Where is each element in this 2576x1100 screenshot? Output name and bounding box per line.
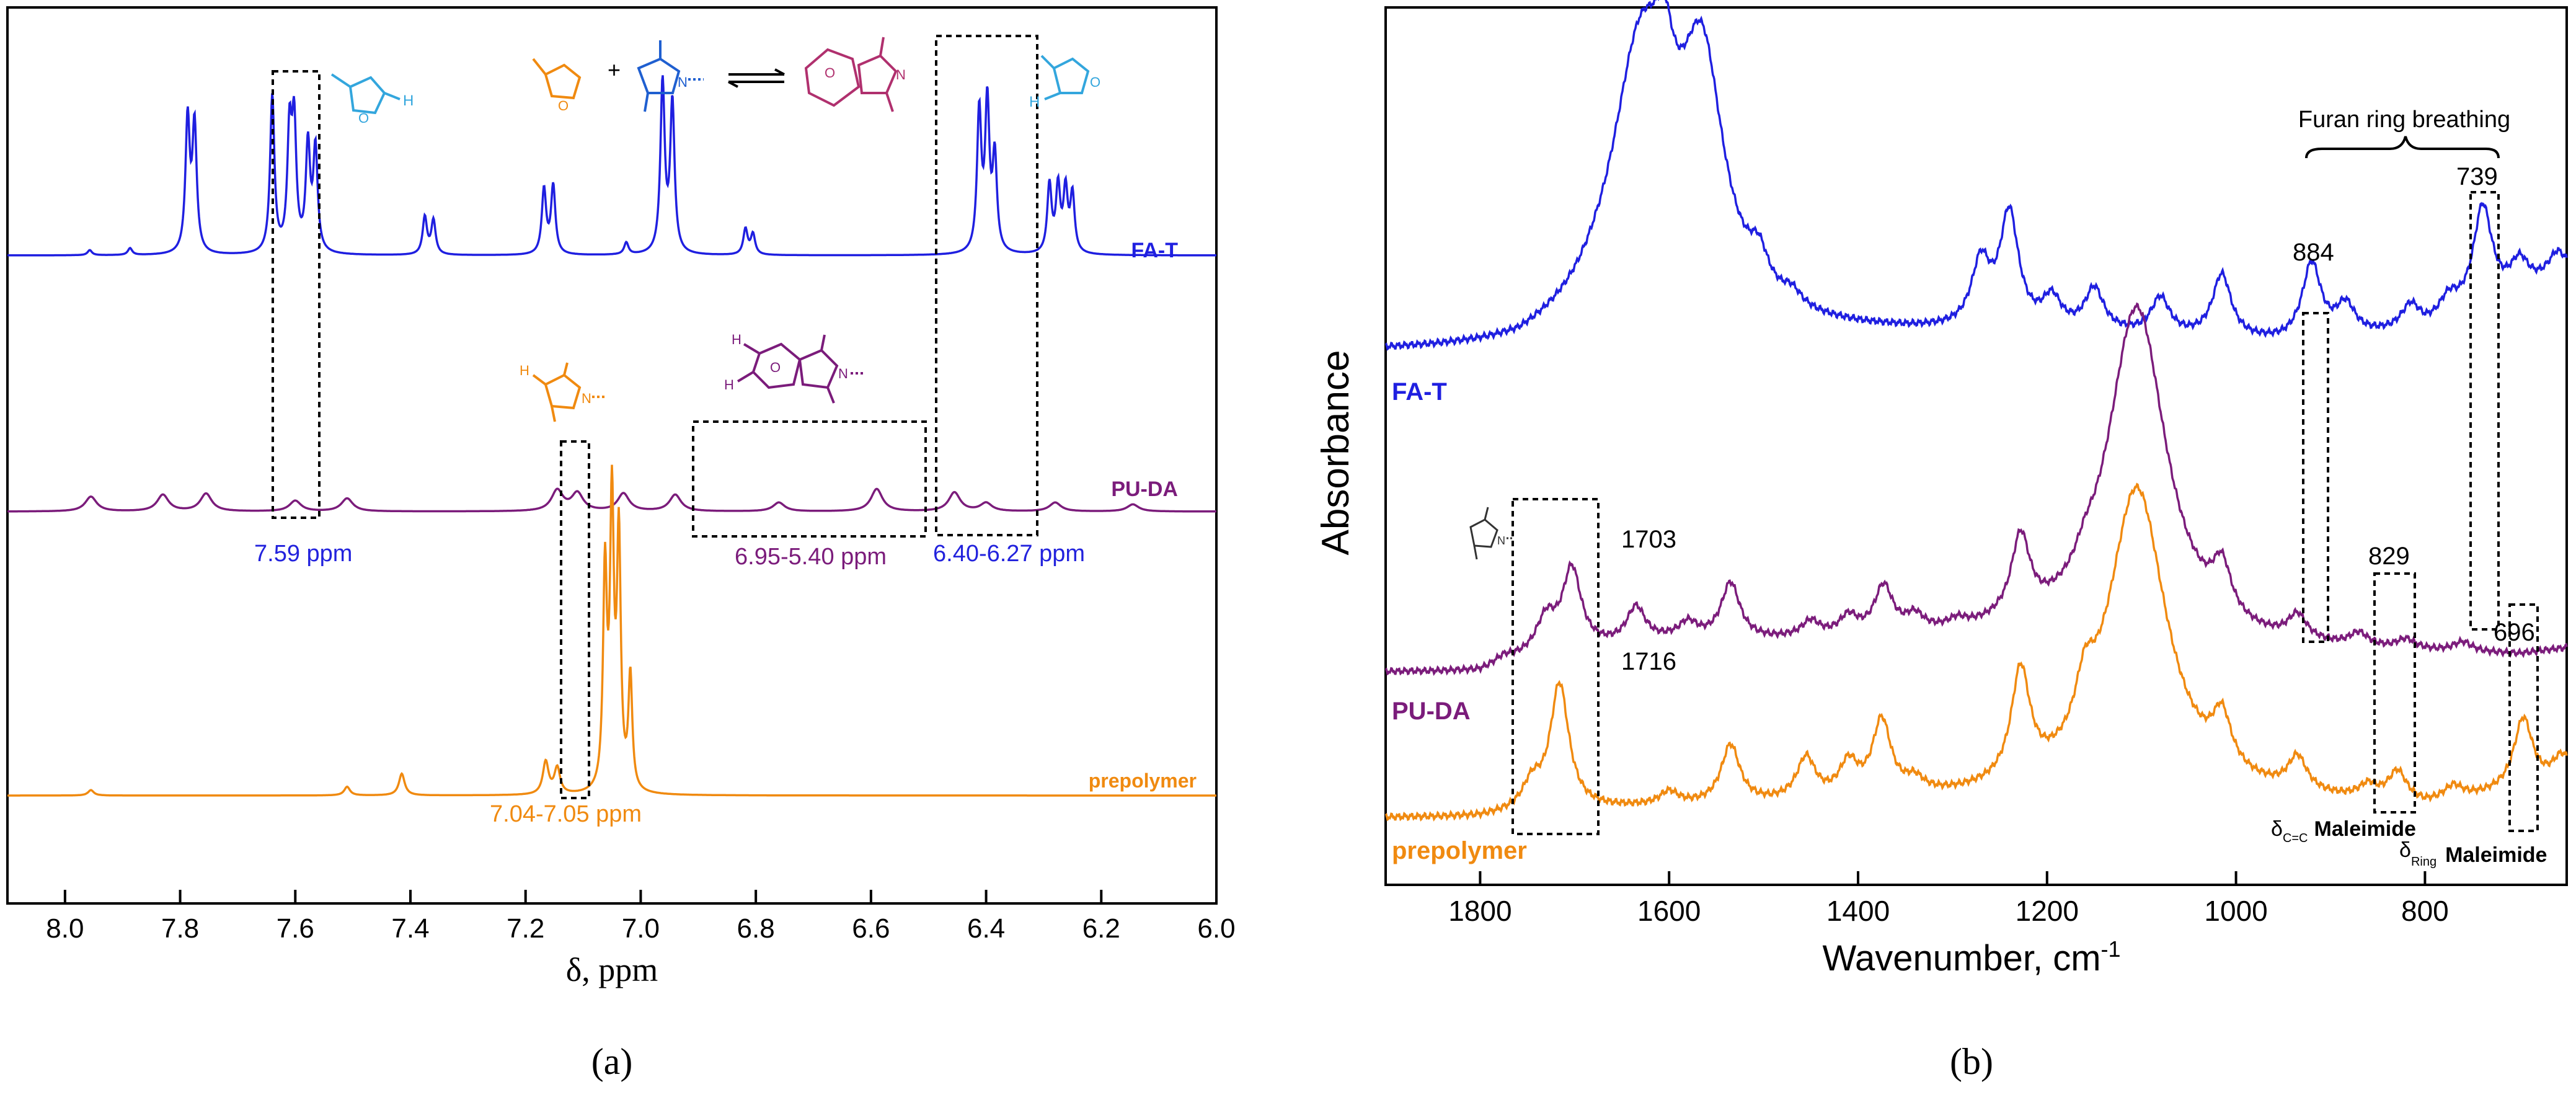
panel-b-ftir-chart: 1800 1600 1400 1200 1000 800 Furan ring breat…	[1314, 0, 2568, 1082]
panel-b-tick-label: 1000	[2204, 895, 2267, 927]
panel-a-tick-label: 7.6	[277, 913, 314, 944]
annot-829: 829	[2368, 543, 2410, 570]
scheme-plus: +	[608, 57, 621, 82]
atom-h-purple-1: H	[732, 332, 741, 347]
structure-furan-orange: O	[532, 58, 582, 113]
atom-o-blue-2: O	[1090, 74, 1100, 90]
label-pu-da-b: PU-DA	[1392, 698, 1471, 725]
series-fa-t-ir-line	[1384, 0, 2568, 351]
atom-o-purple-top: O	[825, 65, 835, 81]
structure-maleimide-blue: N	[637, 40, 704, 112]
annot-furan-ring-breathing: Furan ring breathing	[2298, 107, 2510, 133]
label-pu-da: PU-DA	[1111, 477, 1178, 501]
delta-ring-sub: Ring	[2411, 855, 2437, 869]
box-696	[2508, 603, 2539, 832]
atom-n-blue: N	[678, 74, 688, 90]
structure-maleimide-orange: H N	[520, 362, 604, 422]
panel-b-x-axis-label: Wavenumber, cm-1	[1822, 936, 2120, 978]
annot-884: 884	[2293, 239, 2334, 266]
delta-cc-word: Maleimide	[2314, 817, 2416, 841]
panel-a-x-axis-label: δ, ppm	[566, 951, 658, 988]
label-prepolymer: prepolymer	[1089, 770, 1197, 792]
panel-b-series	[1384, 0, 2568, 822]
atom-h-blue-2: H	[1029, 94, 1040, 110]
atom-n-purple-top: N	[896, 67, 906, 82]
panel-a-tick-label: 6.8	[737, 913, 775, 944]
panel-b-tick-label: 1400	[1826, 895, 1890, 927]
panel-a-label: (a)	[591, 1041, 633, 1082]
panel-b-y-axis-label: Absorbance	[1314, 350, 1357, 556]
equilibrium-arrows	[728, 68, 785, 88]
annot-6-40-6-27: 6.40-6.27 ppm	[933, 541, 1085, 567]
label-fa-t-b: FA-T	[1392, 378, 1447, 406]
delta-ring-symbol: δ	[2399, 838, 2411, 862]
atom-n-orange: N	[582, 391, 591, 406]
box-6-95-5-40	[692, 420, 927, 538]
series-fa-t-line	[7, 75, 1216, 257]
panel-b-tick-label: 1200	[2016, 895, 2079, 927]
panel-a-tick-label: 6.4	[967, 913, 1005, 944]
box-739	[2469, 191, 2500, 631]
series-prepolymer-line	[7, 464, 1216, 797]
annot-6-95-5-40: 6.95-5.40 ppm	[735, 544, 887, 570]
panel-b-tick-label: 1800	[1448, 895, 1512, 927]
panel-b-plot-frame	[1384, 6, 2568, 886]
annot-1703: 1703	[1621, 526, 1676, 553]
box-6-40-6-27	[935, 35, 1038, 536]
annot-delta-ring-maleimide: δRing Maleimide	[2399, 838, 2547, 869]
structure-furan-blue-left: H O	[330, 73, 414, 126]
panel-a-tick-label: 7.8	[161, 913, 199, 944]
furan-brace	[2305, 136, 2500, 159]
panel-b-x-axis-sup: -1	[2101, 936, 2121, 962]
box-maleimide-1703-1716	[1512, 498, 1600, 835]
atom-h-blue-1: H	[403, 92, 414, 109]
atom-n-gray: N	[1497, 534, 1505, 547]
atom-o-orange-1: O	[558, 98, 569, 113]
panel-a-series	[7, 75, 1216, 797]
delta-cc-symbol: δ	[2271, 817, 2283, 841]
atom-h-orange: H	[520, 363, 529, 378]
atom-o-purple-mid: O	[770, 360, 781, 375]
panel-a-tick-label: 8.0	[46, 913, 84, 944]
annot-1716: 1716	[1621, 648, 1676, 675]
atom-h-purple-2: H	[724, 377, 734, 393]
panel-b-tick-label: 1600	[1637, 895, 1701, 927]
atom-n-purple-mid: N	[838, 366, 848, 381]
panel-a-tick-label: 7.0	[622, 913, 660, 944]
panel-a-plot-frame	[6, 6, 1218, 905]
structure-adduct-purple-mid: H H O N	[724, 332, 865, 404]
label-prepolymer-b: prepolymer	[1392, 837, 1527, 864]
annot-7-04-7-05: 7.04-7.05 ppm	[490, 801, 642, 827]
panel-a-tick-label: 7.4	[391, 913, 429, 944]
annot-739: 739	[2456, 163, 2498, 190]
structure-maleimide-gray: N	[1469, 507, 1513, 560]
panel-a-tick-label: 7.2	[507, 913, 544, 944]
panel-b-label: (b)	[1950, 1041, 1993, 1082]
panel-a-x-ticks: 8.0 7.8 7.6 7.4 7.2 7.0 6.8 6.6 6.4 6.2 6.0	[46, 890, 1236, 944]
label-fa-t: FA-T	[1131, 239, 1178, 262]
annot-696: 696	[2494, 619, 2535, 646]
structure-furan-blue-right: H O	[1029, 55, 1100, 110]
series-prepolymer-ir-line	[1384, 482, 2568, 822]
panel-a-tick-label: 6.0	[1197, 913, 1235, 944]
box-7-59	[272, 70, 321, 519]
box-829	[2373, 572, 2416, 814]
panel-a-tick-label: 6.2	[1082, 913, 1120, 944]
box-884	[2302, 312, 2329, 643]
annot-7-59: 7.59 ppm	[254, 541, 352, 567]
box-7-05	[560, 440, 590, 799]
panel-b-x-ticks: 1800 1600 1400 1200 1000 800	[1448, 871, 2449, 927]
panel-a-nmr-chart: 8.0 7.8 7.6 7.4 7.2 7.0 6.8 6.6 6.4 6.2 6.0 7.59 p…	[6, 6, 1236, 1082]
annot-delta-cc-maleimide: δC=C Maleimide	[2271, 817, 2416, 845]
delta-cc-sub: C=C	[2283, 832, 2308, 845]
panel-b-tick-label: 800	[2401, 895, 2449, 927]
structure-adduct-purple-top: O N	[804, 37, 906, 112]
atom-o-blue-1: O	[358, 110, 369, 126]
delta-ring-word: Maleimide	[2445, 843, 2547, 867]
panel-b-x-axis-text: Wavenumber, cm	[1822, 938, 2100, 978]
series-pu-da-ir-line	[1384, 302, 2568, 676]
panel-a-tick-label: 6.6	[852, 913, 890, 944]
